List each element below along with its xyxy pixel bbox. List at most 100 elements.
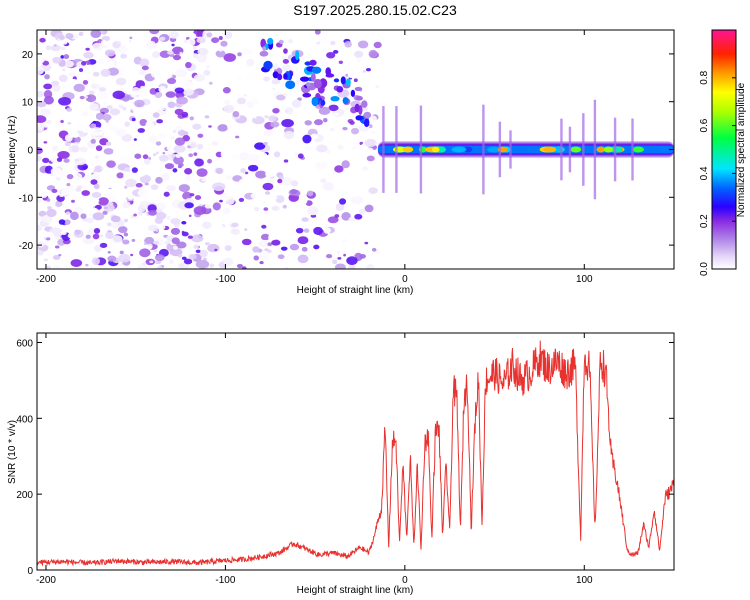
spectrogram-noise-blob — [196, 143, 204, 150]
spectrogram-noise-blob — [122, 201, 131, 209]
spectrogram-chirp-blob — [336, 86, 344, 93]
carrier-peak — [596, 146, 606, 153]
spectrogram-noise-blob — [178, 184, 190, 193]
spectrogram-noise-blob — [150, 184, 159, 190]
spectrogram-chirp-blob — [309, 59, 317, 66]
spectrogram-noise-blob — [257, 152, 268, 159]
colorbar: 0.0 0.2 0.4 0.6 0.8 Normalized spectral ampl… — [699, 29, 747, 276]
spectrogram-noise-blob — [94, 171, 98, 175]
spectrogram-noise-blob — [139, 58, 150, 67]
spectrogram-noise-blob — [66, 173, 74, 180]
spectrogram-noise-blob — [37, 123, 45, 131]
spectrogram-noise-blob — [223, 53, 237, 62]
spectrogram-noise-blob — [268, 234, 277, 242]
spectrogram-noise-blob — [189, 193, 195, 197]
spectrogram-noise-blob — [304, 120, 312, 126]
spectrogram-noise-blob — [193, 74, 206, 82]
spectrogram-noise-blob — [281, 118, 294, 128]
spectrogram-noise-blob — [263, 129, 273, 137]
spectrogram-noise-blob — [88, 103, 99, 111]
spectrogram-noise-blob — [158, 85, 167, 93]
spectrogram-noise-blob — [231, 99, 237, 103]
spectrogram-noise-blob — [90, 159, 103, 168]
spectrogram-noise-blob — [106, 105, 113, 110]
carrier-spike — [498, 121, 502, 178]
spectrogram-noise-blob — [259, 50, 269, 57]
spectrogram-noise-blob — [176, 96, 188, 105]
spectrogram-noise-blob — [130, 253, 134, 257]
spectrogram-noise-blob — [282, 92, 288, 96]
spectrogram-noise-blob — [195, 249, 201, 254]
spectrogram-noise-blob — [204, 203, 212, 209]
spectrogram-noise-blob — [331, 187, 342, 196]
spectrogram-noise-blob — [224, 31, 233, 39]
spectrogram-noise-blob — [285, 107, 294, 115]
spectrogram-noise-blob — [174, 87, 185, 94]
spectrogram-noise-blob — [366, 155, 375, 162]
spectrogram-noise-blob — [93, 227, 101, 234]
spectrogram-noise-blob — [134, 99, 145, 108]
spectrogram-noise-blob — [227, 125, 231, 130]
spectrogram-noise-blob — [51, 83, 61, 92]
spectrogram-noise-blob — [290, 180, 299, 187]
spectrogram-noise-blob — [68, 72, 76, 77]
spectrogram-noise-blob — [225, 196, 235, 205]
spectrogram-noise-blob — [301, 246, 308, 252]
spectrogram-noise-blob — [233, 166, 241, 173]
spectrogram-noise-blob — [258, 239, 271, 248]
spectrogram-noise-blob — [334, 165, 344, 173]
spectrogram-noise-blob — [218, 47, 224, 52]
spectrogram-noise-blob — [368, 187, 378, 194]
spectrogram-noise-blob — [93, 198, 100, 204]
spectrogram-noise-blob — [149, 30, 160, 35]
carrier-peak — [432, 146, 440, 153]
spectrogram-noise-blob — [323, 117, 328, 123]
spectrogram-noise-blob — [264, 191, 271, 195]
spectrogram-noise-blob — [107, 222, 112, 227]
spectrogram-noise-blob — [74, 136, 81, 143]
spectrogram-noise-blob — [236, 263, 244, 269]
spectrogram-noise-blob — [341, 238, 348, 243]
spectrogram-noise-blob — [157, 265, 163, 269]
spectrogram-noise-blob — [63, 54, 70, 60]
spectrogram-noise-blob — [206, 32, 213, 38]
spectrogram-noise-blob — [348, 264, 356, 269]
spectrogram-noise-blob — [90, 138, 96, 144]
spectrogram-x-tick-label: 0 — [402, 274, 408, 285]
spectrogram-noise-blob — [99, 130, 107, 137]
spectrogram-noise-blob — [215, 49, 226, 58]
spectrogram-noise-blob — [170, 136, 175, 140]
spectrogram-noise-blob — [37, 250, 44, 256]
spectrogram-noise-blob — [278, 175, 284, 180]
spectrogram-noise-blob — [171, 237, 180, 245]
spectrogram-noise-blob — [46, 208, 57, 218]
spectrogram-noise-blob — [291, 99, 302, 108]
spectrogram-noise-blob — [116, 172, 124, 179]
spectrogram-noise-blob — [337, 144, 344, 151]
spectrogram-noise-blob — [157, 224, 166, 230]
spectrogram-y-tick-label: 0 — [27, 146, 33, 157]
spectrogram-noise-blob — [288, 38, 293, 44]
carrier-peak — [570, 146, 582, 153]
spectrogram-noise-blob — [99, 87, 107, 92]
spectrogram-noise-blob — [283, 130, 295, 140]
spectrogram-noise-blob — [63, 219, 71, 226]
spectrogram-noise-blob — [334, 214, 340, 219]
spectrogram-noise-blob — [173, 155, 184, 165]
spectrogram-noise-blob — [112, 150, 117, 154]
spectrogram-noise-blob — [319, 36, 327, 43]
spectrogram-noise-blob — [54, 200, 63, 207]
spectrogram-noise-blob — [179, 51, 183, 55]
spectrogram-noise-blob — [70, 109, 77, 115]
spectrogram-noise-blob — [91, 191, 102, 199]
spectrogram-noise-blob — [92, 71, 100, 77]
spectrogram-chirp-blob — [345, 78, 351, 87]
spectrogram-noise-blob — [70, 259, 83, 267]
spectrogram-noise-blob — [159, 41, 165, 46]
spectrogram-noise-blob — [139, 227, 150, 236]
spectrogram-noise-blob — [322, 182, 334, 191]
spectrogram-noise-blob — [272, 107, 280, 114]
spectrogram-noise-blob — [62, 68, 66, 72]
spectrogram-noise-blob — [192, 45, 197, 50]
